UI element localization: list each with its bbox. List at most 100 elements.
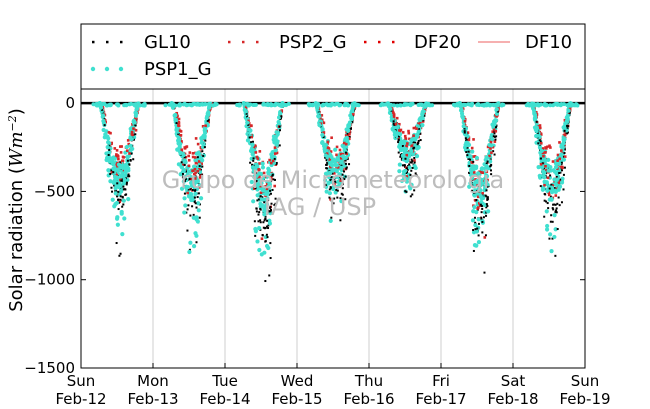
point-psp1-g [466,102,471,107]
point-gl10 [489,165,492,168]
point-psp2-g [401,131,405,134]
point-psp1-g [101,118,106,124]
point-psp1-g [269,155,274,160]
point-psp2-g [339,157,343,160]
point-psp1-g [245,120,250,125]
point-gl10 [555,175,558,178]
point-psp2-g [544,164,547,168]
point-gl10 [538,139,541,142]
point-gl10 [125,183,128,186]
point-psp1-g [554,161,559,167]
point-gl10 [537,142,540,145]
point-psp1-g [552,234,557,240]
point-psp1-g [560,145,566,150]
point-psp2-g [260,237,264,241]
point-gl10 [486,185,489,188]
point-gl10 [392,120,395,123]
point-psp1-g [554,182,559,187]
x-tick-label: Feb-16 [343,390,394,408]
point-psp1-g [536,164,541,170]
point-psp1-g [476,171,481,176]
point-psp1-g [136,103,141,108]
point-gl10 [548,187,551,190]
point-gl10 [197,192,200,195]
y-tick-label: −1500 [24,359,75,377]
point-psp1-g [206,102,211,107]
point-gl10 [271,174,274,177]
point-gl10 [119,198,122,201]
point-gl10 [417,139,420,142]
point-psp2-g [198,167,201,171]
point-psp2-g [472,171,476,174]
point-psp1-g [242,102,247,107]
point-gl10 [493,132,496,135]
point-psp1-g [181,168,186,174]
point-gl10 [406,171,409,174]
point-gl10 [471,189,474,192]
point-psp1-g [483,166,488,171]
point-gl10 [546,202,549,205]
point-psp2-g [197,186,201,189]
point-psp1-g [478,178,483,183]
point-psp1-g [395,103,400,108]
point-psp1-g [101,127,106,133]
point-psp1-g [492,119,498,124]
point-psp1-g [559,180,565,185]
point-gl10 [266,236,269,239]
point-gl10 [109,173,112,176]
point-gl10 [328,196,331,199]
point-psp1-g [112,178,117,183]
point-psp1-g [333,162,338,167]
point-gl10 [560,163,563,166]
point-psp1-g [403,176,409,181]
point-gl10 [413,189,416,192]
point-psp1-g [255,193,260,198]
point-psp2-g [116,155,120,158]
point-psp2-g [491,145,495,149]
point-gl10 [490,173,493,176]
point-psp2-g [253,144,257,147]
point-psp2-g [408,137,411,141]
legend-marker [120,40,123,44]
point-gl10 [412,140,415,143]
point-psp1-g [268,102,273,107]
point-psp1-g [470,175,475,181]
point-gl10 [117,190,120,193]
point-psp1-g [395,131,400,136]
point-psp2-g [476,184,479,187]
point-gl10 [259,207,262,210]
point-gl10 [485,162,488,165]
point-psp1-g [260,161,265,166]
point-psp2-g [476,195,480,199]
point-gl10 [543,199,546,202]
point-psp2-g [329,165,332,169]
point-psp1-g [413,165,418,171]
point-gl10 [401,145,404,148]
point-gl10 [341,183,344,186]
point-psp2-g [543,183,546,187]
point-gl10 [340,163,343,166]
point-gl10 [255,207,258,210]
point-gl10 [484,234,487,237]
point-psp2-g [398,122,401,126]
point-psp1-g [176,162,181,167]
point-psp2-g [121,169,125,172]
point-psp1-g [326,181,331,186]
point-psp2-g [472,155,476,158]
point-gl10 [414,141,417,144]
point-psp1-g [494,107,499,112]
point-gl10 [183,156,186,159]
point-gl10 [495,135,498,138]
point-psp2-g [479,171,483,174]
point-psp2-g [466,131,470,134]
point-psp2-g [328,158,332,162]
point-gl10 [466,154,469,157]
point-gl10 [263,201,266,204]
point-gl10 [477,222,480,225]
point-gl10 [190,188,193,191]
point-psp2-g [490,151,493,154]
point-psp2-g [392,111,395,115]
point-psp1-g [246,102,251,107]
point-psp1-g [262,212,267,217]
point-gl10 [485,189,488,192]
